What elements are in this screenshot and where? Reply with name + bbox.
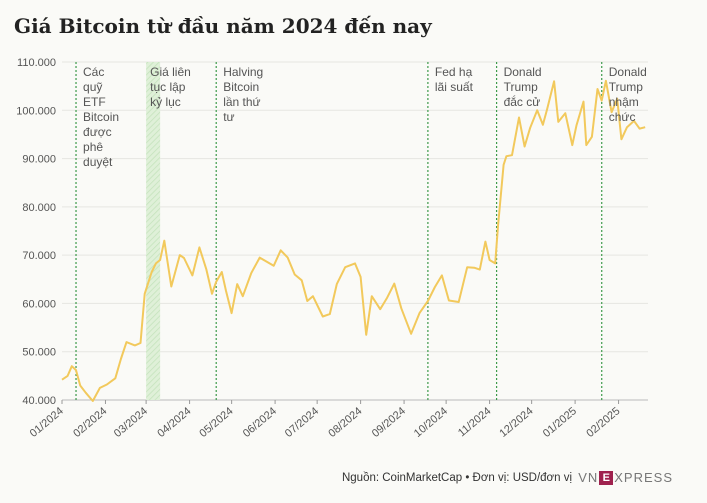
event-label: Trump xyxy=(504,80,539,94)
x-tick-label: 11/2024 xyxy=(456,405,494,439)
x-tick-label: 01/2025 xyxy=(541,405,579,440)
logo-vn: VN xyxy=(578,470,599,485)
event-label: đắc cử xyxy=(504,94,541,109)
y-tick-label: 110.000 xyxy=(17,57,56,69)
y-tick-label: 40.000 xyxy=(22,395,56,407)
event-label: chức xyxy=(609,110,636,124)
x-tick-label: 10/2024 xyxy=(412,405,450,440)
y-tick-label: 70.000 xyxy=(22,250,56,262)
event-label: Bitcoin xyxy=(223,80,259,94)
x-tick-label: 05/2024 xyxy=(197,405,235,440)
x-tick-label: 08/2024 xyxy=(326,405,364,440)
price-series-line xyxy=(61,79,646,402)
band-label: kỷ lục xyxy=(150,95,181,109)
band-label: Giá liên xyxy=(150,65,191,79)
x-axis: 01/2024 02/2024 03/2024 04/2024 05/2024 06/20… xyxy=(28,400,622,440)
y-tick-label: 60.000 xyxy=(22,298,56,310)
x-tick-label: 01/2024 xyxy=(28,405,66,440)
x-tick-label: 02/2024 xyxy=(71,405,109,440)
band-label: tục lập xyxy=(150,80,186,94)
source-note: Nguồn: CoinMarketCap • Đơn vị: USD/đơn v… xyxy=(341,472,572,484)
x-tick-label: 07/2024 xyxy=(283,405,321,440)
event-label: Bitcoin xyxy=(83,110,119,124)
event-label: Donald xyxy=(609,65,647,79)
y-tick-label: 90.000 xyxy=(22,154,56,166)
event-label: nhậm xyxy=(609,95,639,109)
event-label: phê xyxy=(83,140,103,154)
logo-e: E xyxy=(599,470,614,485)
x-tick-label: 02/2025 xyxy=(584,405,622,440)
event-label: Donald xyxy=(504,65,542,79)
y-tick-label: 50.000 xyxy=(22,347,56,359)
record-price-band xyxy=(146,62,161,400)
event-label: tư xyxy=(223,110,234,124)
vnexpress-logo: VN E XPRESS xyxy=(578,470,673,485)
y-tick-label: 80.000 xyxy=(22,202,56,214)
x-tick-label: 12/2024 xyxy=(497,405,535,440)
event-label: quỹ xyxy=(83,80,102,94)
event-label: lần thứ xyxy=(223,95,260,109)
x-tick-label: 09/2024 xyxy=(370,405,408,440)
x-tick-label: 06/2024 xyxy=(241,405,279,440)
y-tick-label: 100.000 xyxy=(16,105,56,117)
event-label: Trump xyxy=(609,80,644,94)
event-label: Fed hạ xyxy=(435,65,473,79)
event-label: lãi suất xyxy=(435,80,474,94)
bitcoin-price-chart: 40.000 50.000 60.000 70.000 80.000 90.000 100.… xyxy=(16,57,648,440)
line-layer xyxy=(61,79,646,402)
x-tick-label: 04/2024 xyxy=(155,405,193,440)
event-label: được xyxy=(83,125,112,139)
event-label: Halving xyxy=(223,65,263,79)
logo-xpress: XPRESS xyxy=(614,470,673,485)
band-layer xyxy=(146,62,161,400)
y-axis: 40.000 50.000 60.000 70.000 80.000 90.000 100.… xyxy=(16,57,56,407)
footer: Nguồn: CoinMarketCap • Đơn vị: USD/đơn v… xyxy=(0,470,707,490)
x-tick-label: 03/2024 xyxy=(112,405,150,440)
event-label: duyệt xyxy=(83,155,113,169)
event-label: Các xyxy=(83,65,104,79)
event-layer xyxy=(75,62,603,400)
event-label: ETF xyxy=(83,95,106,109)
page-title: Giá Bitcoin từ đầu năm 2024 đến nay xyxy=(14,14,432,38)
